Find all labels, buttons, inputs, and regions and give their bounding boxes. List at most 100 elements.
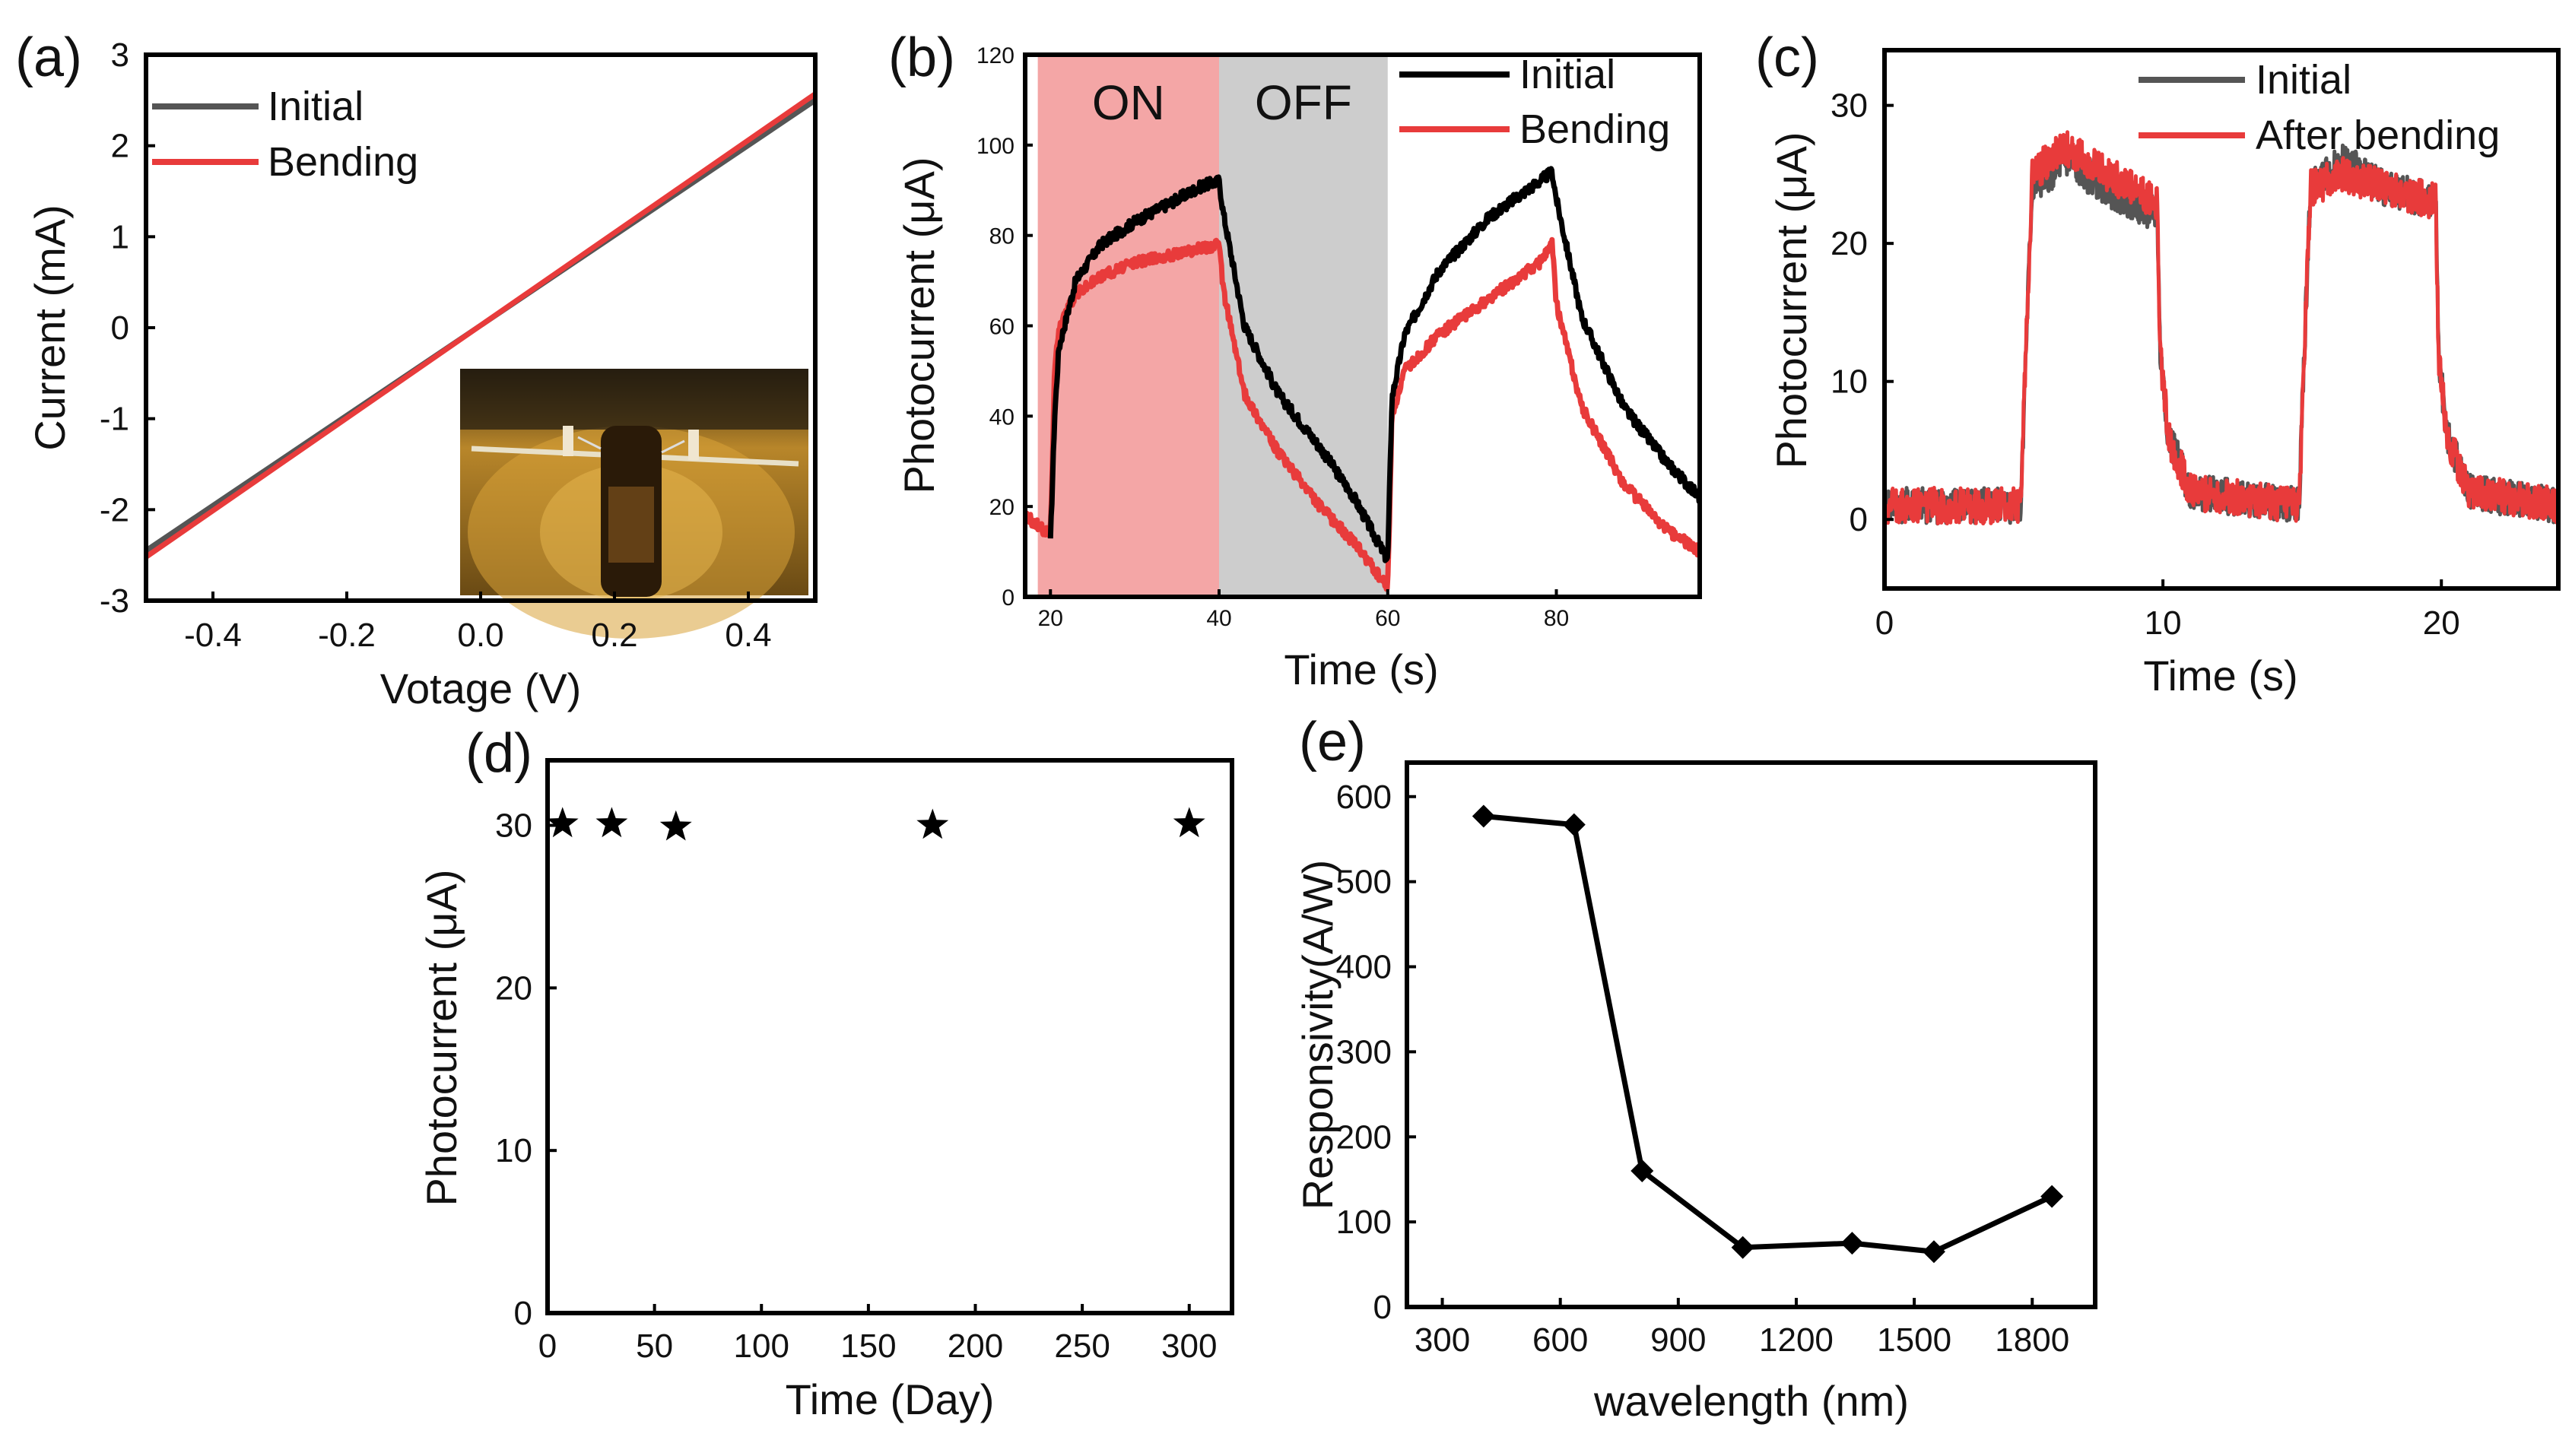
data-point-diamond xyxy=(1562,813,1586,836)
y-tick-label: 20 xyxy=(989,495,1015,520)
x-tick-label: 0.0 xyxy=(457,617,503,654)
panel-c-plot-frame xyxy=(1882,48,2561,591)
panel-b-ylabel: Photocurrent (μA) xyxy=(895,157,943,493)
panel-b-xlabel: Time (s) xyxy=(1284,646,1438,693)
panel-c: (c) 0 10 20 30 20 10 0 Time (s) Photocurrent (… xyxy=(1755,27,2561,699)
panel-e: (e) 300 600 900 1200 1500 1800 600 500 400 300 200… xyxy=(1294,712,2097,1425)
y-tick-label: 200 xyxy=(1336,1118,1392,1156)
x-tick-label: 600 xyxy=(1532,1321,1588,1359)
panel-d-series xyxy=(546,807,1205,841)
x-tick-label: 0 xyxy=(1875,604,1894,642)
data-point-diamond xyxy=(1631,1159,1654,1182)
panel-c-legend: Initial After bending xyxy=(2139,57,2500,158)
y-tick-label: 10 xyxy=(1831,363,1868,401)
x-tick-label: 50 xyxy=(636,1328,673,1365)
y-tick-label: -1 xyxy=(100,401,129,438)
panel-d-xlabel: Time (Day) xyxy=(786,1375,995,1423)
region-on xyxy=(1037,55,1220,597)
panel-d-label: (d) xyxy=(465,723,532,784)
x-tick-label: 0.4 xyxy=(725,617,771,654)
line-bending xyxy=(146,91,815,560)
x-tick-label: 1200 xyxy=(1759,1321,1834,1359)
panel-e-plot-frame xyxy=(1405,760,2097,1309)
panel-d-plot-frame xyxy=(545,758,1234,1315)
panel-c-legend-after-bending: After bending xyxy=(2256,113,2500,158)
panel-e-xlabel: wavelength (nm) xyxy=(1593,1377,1909,1425)
x-tick-label: 150 xyxy=(840,1328,896,1365)
data-point-star xyxy=(1173,807,1205,838)
panel-a-legend-initial: Initial xyxy=(268,84,364,129)
x-tick-label: 0 xyxy=(538,1328,557,1365)
y-tick-label: 3 xyxy=(111,36,129,74)
region-label-off: OFF xyxy=(1255,75,1352,130)
panel-e-series xyxy=(1472,804,2064,1264)
data-point-diamond xyxy=(1472,804,1495,828)
panel-c-label: (c) xyxy=(1755,27,1819,88)
data-point-diamond xyxy=(2040,1185,2064,1208)
panel-b-legend-initial: Initial xyxy=(1519,52,1615,97)
y-tick-label: 60 xyxy=(989,315,1015,340)
y-tick-label: 30 xyxy=(495,807,532,845)
data-point-diamond xyxy=(1840,1232,1864,1255)
panel-c-legend-initial: Initial xyxy=(2256,57,2351,103)
data-point-star xyxy=(659,810,692,841)
x-tick-label: 40 xyxy=(1206,606,1231,631)
data-point-star xyxy=(916,808,949,839)
panel-e-label: (e) xyxy=(1299,712,1366,772)
y-tick-label: 2 xyxy=(111,128,129,165)
x-tick-label: 20 xyxy=(1038,606,1063,631)
y-tick-label: 80 xyxy=(989,224,1015,249)
line-after-bending xyxy=(1885,130,2558,525)
x-tick-label: 300 xyxy=(1161,1328,1217,1365)
y-tick-label: 600 xyxy=(1336,779,1392,816)
x-tick-label: 0.2 xyxy=(591,617,637,654)
panel-d-ylabel: Photocurrent (μA) xyxy=(418,869,465,1206)
inset-device-photo xyxy=(460,369,808,639)
panel-b-ticks: 20 40 60 80 120 100 80 60 40 20 0 xyxy=(976,43,1569,631)
panel-b-series xyxy=(1025,166,1700,592)
y-tick-label: 0 xyxy=(1002,585,1015,611)
panel-c-ylabel: Photocurrent (μA) xyxy=(1767,132,1815,468)
x-tick-label: 10 xyxy=(2145,604,2182,642)
y-tick-label: 100 xyxy=(976,134,1015,159)
y-tick-label: 0 xyxy=(1373,1289,1392,1326)
panel-e-ticks: 300 600 900 1200 1500 1800 600 500 400 300 200 100 0 xyxy=(1336,779,2070,1359)
y-tick-label: -2 xyxy=(100,491,129,528)
panel-a: (a) -0.4 -0.2 0.0 0.2 0.4 3 2 1 0 -1 -2 -3 Votage (… xyxy=(15,27,818,712)
line-initial xyxy=(1047,166,1700,563)
panel-b-legend-bending: Bending xyxy=(1519,106,1670,152)
y-tick-label: 120 xyxy=(976,43,1015,68)
data-point-diamond xyxy=(1922,1240,1945,1264)
y-tick-label: 300 xyxy=(1336,1033,1392,1071)
x-tick-label: 1500 xyxy=(1877,1321,1951,1359)
y-tick-label: 40 xyxy=(989,404,1015,430)
y-tick-label: 30 xyxy=(1831,87,1868,125)
y-tick-label: 0 xyxy=(111,309,129,347)
y-tick-label: 100 xyxy=(1336,1204,1392,1241)
x-tick-label: 1800 xyxy=(1995,1321,2069,1359)
panel-c-ticks: 0 10 20 30 20 10 0 xyxy=(1831,87,2460,642)
panel-a-legend-bending: Bending xyxy=(268,139,418,185)
y-tick-label: 1 xyxy=(111,218,129,255)
x-tick-label: 100 xyxy=(734,1328,789,1365)
x-tick-label: 250 xyxy=(1054,1328,1110,1365)
panel-e-ylabel: Responsivity(A/W) xyxy=(1294,860,1342,1210)
panel-b: (b) ON OFF 20 40 60 80 120 100 80 60 40 20 0 Time (… xyxy=(888,27,1702,693)
y-tick-label: 500 xyxy=(1336,864,1392,901)
y-tick-label: 20 xyxy=(495,969,532,1007)
panel-a-xlabel: Votage (V) xyxy=(380,665,582,712)
region-label-on: ON xyxy=(1092,75,1165,130)
y-tick-label: 0 xyxy=(1850,501,1868,538)
panel-b-legend: Initial Bending xyxy=(1399,52,1670,152)
panel-b-label: (b) xyxy=(888,27,955,88)
panel-a-label: (a) xyxy=(15,27,82,88)
line-responsivity xyxy=(1483,813,2053,1255)
y-tick-label: 10 xyxy=(495,1132,532,1169)
data-point-star xyxy=(546,807,579,838)
line-bending xyxy=(1025,236,1700,592)
x-tick-label: 60 xyxy=(1375,606,1400,631)
x-tick-label: 900 xyxy=(1650,1321,1706,1359)
